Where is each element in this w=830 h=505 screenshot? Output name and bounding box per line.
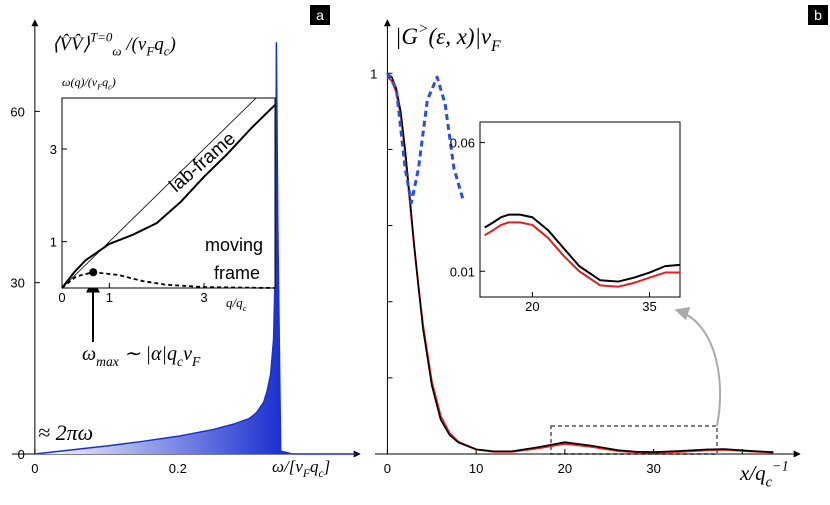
plot-area xyxy=(34,42,357,455)
y-axis-label-part: F xyxy=(145,44,154,59)
x-axis-label-part: F xyxy=(302,467,311,480)
y-axis-label-part: ⟨V̂V̂⟩ xyxy=(52,34,91,55)
y-axis-label-part: ω(q)/(v xyxy=(62,75,98,89)
y-tick-label: 3 xyxy=(50,142,57,157)
y-axis-label-part: |G xyxy=(395,24,418,49)
y-axis-label-part: c xyxy=(108,83,112,92)
x-tick-label: 20 xyxy=(525,299,539,314)
x-tick-label: 10 xyxy=(469,461,483,476)
y-axis-label-part: /(v xyxy=(122,34,147,55)
y-tick-label: 60 xyxy=(10,104,24,119)
y-axis-label-part: ) xyxy=(111,75,116,89)
y-axis-label-part: F xyxy=(96,83,103,92)
plot-area xyxy=(61,97,276,289)
annotation: frame xyxy=(214,263,260,283)
y-axis-label-part: T=0 xyxy=(90,29,113,44)
x-tick-label: 20 xyxy=(558,461,572,476)
y-axis-label-part: q xyxy=(154,34,164,55)
y-axis-label-part: c xyxy=(164,44,170,59)
plot-area xyxy=(484,213,681,288)
line xyxy=(386,72,774,453)
y-axis-label-part: > xyxy=(418,21,429,38)
annotation-part: v xyxy=(183,343,192,365)
x-axis-label-part: −1 xyxy=(772,459,789,475)
y-tick-label: 1 xyxy=(50,235,57,250)
x-axis-label-part: x/q xyxy=(739,461,766,485)
zoom-arrow xyxy=(674,306,722,427)
line xyxy=(61,97,257,289)
panel-letter: b xyxy=(814,7,822,23)
annotation-part: ∼ |α|q xyxy=(119,343,177,365)
x-axis-label-part: ω/[v xyxy=(272,457,303,476)
inset-frame xyxy=(61,97,276,289)
x-tick-label: 0 xyxy=(31,461,38,476)
panel-letter-box xyxy=(310,5,330,25)
line xyxy=(484,213,681,283)
line xyxy=(34,42,357,455)
annotation: ≈ 2πω xyxy=(38,420,93,445)
x-tick-label: 1 xyxy=(106,290,113,305)
area-fill xyxy=(34,42,357,455)
y-axis-label-part: q xyxy=(102,75,108,89)
line xyxy=(61,104,276,289)
x-tick-label: 0 xyxy=(58,290,65,305)
panel-letter-box xyxy=(808,5,828,25)
x-tick-label: 30 xyxy=(646,461,660,476)
annotation-part: ≈ 2πω xyxy=(38,420,93,445)
max-point xyxy=(89,268,98,277)
annotation-part: c xyxy=(177,354,183,369)
annotation: moving xyxy=(205,235,263,255)
y-axis-label-part: F xyxy=(490,38,501,55)
y-tick-label: 0.01 xyxy=(450,264,475,279)
y-axis-label: |G>(ε, x)|vF xyxy=(395,21,501,55)
y-axis-label-part: (ε, x)|v xyxy=(428,24,491,49)
y-axis-label: ⟨V̂V̂⟩T=0ω /(vFqc) xyxy=(52,29,176,58)
x-axis-label: ω/[vFqc] xyxy=(272,457,330,480)
y-tick-label: 0 xyxy=(18,447,25,462)
line xyxy=(484,221,680,288)
annotation-part: max xyxy=(96,354,119,369)
y-tick-label: 0.06 xyxy=(450,136,475,151)
annotation-part: moving xyxy=(205,235,263,255)
x-axis-label: q/qc xyxy=(226,295,247,313)
x-tick-label: 35 xyxy=(642,299,656,314)
x-axis-label-part: c xyxy=(243,303,247,313)
line xyxy=(61,271,276,289)
x-axis-label-part: ] xyxy=(323,457,331,476)
annotation-part: F xyxy=(191,354,201,369)
plot-area xyxy=(386,72,774,454)
x-tick-label: 0 xyxy=(384,461,391,476)
annotation-part: ω xyxy=(82,343,96,365)
x-axis-label-part: c xyxy=(766,474,773,490)
x-tick-label: 0.2 xyxy=(169,461,187,476)
panel-letter: a xyxy=(316,7,324,23)
x-axis-label-part: q/q xyxy=(226,295,243,310)
x-axis-label-part: q xyxy=(310,457,319,476)
y-axis-label-part: ω xyxy=(112,44,121,59)
annotation-part: frame xyxy=(214,263,260,283)
x-axis-label: x/qc−1 xyxy=(739,459,789,491)
x-axis-label-part: c xyxy=(318,467,323,480)
line xyxy=(386,72,465,205)
y-axis-label: ω(q)/(vFqc) xyxy=(62,75,116,92)
y-tick-label: 30 xyxy=(10,276,24,291)
annotation: ωmax ∼ |α|qcvF xyxy=(82,343,201,369)
y-tick-label: 1 xyxy=(370,66,377,81)
x-tick-label: 3 xyxy=(200,290,207,305)
y-axis-label-part: ) xyxy=(168,34,175,55)
